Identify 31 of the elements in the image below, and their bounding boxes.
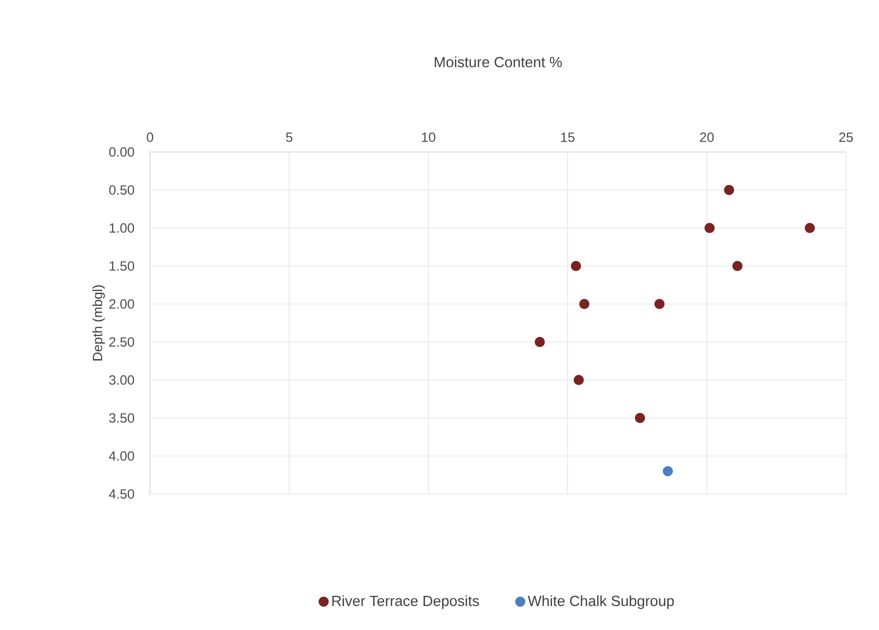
point [804,222,815,234]
y-tick-label: 1.50 [110,261,134,271]
legend-label: White Chalk Subgroup [528,595,674,610]
point [732,260,742,272]
x-tick-label: 25 [839,132,853,142]
y-axis-title: Depth (mbgl) [92,285,105,360]
y-tick-label: 4.00 [108,451,134,461]
legend-label: River Terrace Deposits [332,595,479,610]
chart-title: Moisture Content % [434,56,562,68]
point [724,184,734,196]
x-tick-label: 5 [286,132,292,142]
y-tick-label: 0.00 [109,147,134,157]
y-tick-label: 4.50 [108,489,134,499]
y-tick-label: 0.50 [109,185,134,195]
point [534,336,545,348]
point [634,412,646,424]
point [574,374,584,386]
y-tick-label: 3.00 [109,375,134,385]
point [654,298,665,310]
point [704,222,715,234]
y-tick-label: 2.50 [109,337,134,347]
point [570,260,582,272]
x-tick-label: 0 [146,132,154,142]
point [579,298,590,310]
x-tick-label: 20 [700,132,714,142]
point [662,466,673,476]
y-tick-label: 1.00 [110,223,134,233]
y-tick-label: 3.50 [109,413,134,423]
x-tick-label: 15 [561,132,574,142]
y-tick-label: 2.00 [109,299,134,309]
x-tick-label: 10 [422,132,436,142]
